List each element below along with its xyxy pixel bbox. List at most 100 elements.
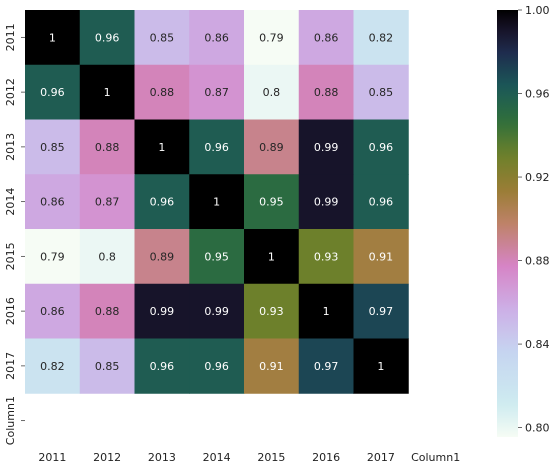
heatmap-cells	[25, 10, 409, 394]
x-tick-label: 2012	[93, 451, 121, 464]
heatmap-cell-2011-2014	[189, 10, 245, 66]
heatmap-cell-value: 0.86	[314, 31, 339, 44]
heatmap-cell-value: 0.82	[369, 31, 394, 44]
heatmap-cell-value: 0.86	[40, 305, 65, 318]
x-axis: 2011 2012 2013 2014 2015 2016 2017 Column1	[38, 451, 460, 464]
colorbar-tick-label: 1.00	[525, 4, 550, 17]
heatmap-cell-2017-2011	[25, 338, 81, 394]
heatmap-cell-2011-2012	[79, 10, 135, 66]
y-tick-label: 2016	[4, 297, 17, 325]
heatmap-cell-value: 0.85	[40, 141, 65, 154]
heatmap-cell-value: 0.88	[95, 305, 120, 318]
heatmap-cell-value: 1	[377, 360, 384, 373]
heatmap-cell-2016-2013	[134, 283, 190, 339]
heatmap-cell-2011-2011	[25, 10, 81, 66]
heatmap-cell-value: 0.99	[150, 305, 175, 318]
heatmap-cell-2013-2011	[25, 119, 81, 175]
colorbar-tick-label: 0.88	[525, 255, 550, 268]
heatmap-cell-value: 0.85	[150, 31, 175, 44]
heatmap-cell-value: 0.88	[95, 141, 120, 154]
heatmap-cell-value: 0.88	[314, 86, 339, 99]
heatmap-cell-value: 1	[213, 196, 220, 209]
heatmap-cell-value: 0.96	[150, 360, 175, 373]
heatmap-cell-value: 0.96	[40, 86, 65, 99]
x-tick-label: 2013	[148, 451, 176, 464]
y-tick-label: 2013	[4, 133, 17, 161]
heatmap-cell-2014-2011	[25, 174, 81, 230]
heatmap-cell-value: 1	[268, 250, 275, 263]
heatmap-cell-2013-2015	[244, 119, 300, 175]
heatmap-cell-2012-2017	[353, 64, 409, 120]
heatmap-cell-value: 0.87	[95, 196, 120, 209]
heatmap-cell-value: 0.87	[204, 86, 229, 99]
colorbar-tick-label: 0.96	[525, 88, 550, 101]
x-tick-label: 2015	[257, 451, 285, 464]
heatmap-cell-value: 0.99	[204, 305, 229, 318]
colorbar-gradient	[497, 10, 518, 437]
heatmap-cell-2017-2014	[189, 338, 245, 394]
heatmap-cell-2014-2017	[353, 174, 409, 230]
heatmap-cell-2014-2012	[79, 174, 135, 230]
colorbar-tick-label: 0.80	[525, 422, 550, 435]
y-tick-label: 2017	[4, 352, 17, 380]
heatmap-cell-2015-2017	[353, 229, 409, 285]
heatmap-cell-value: 0.79	[40, 250, 65, 263]
colorbar-tick-label: 0.92	[525, 171, 550, 184]
heatmap-cell-2016-2017	[353, 283, 409, 339]
heatmap-cell-value: 1	[104, 86, 111, 99]
heatmap-cell-value: 0.97	[314, 360, 339, 373]
heatmap-cell-2014-2016	[298, 174, 354, 230]
heatmap-cell-value: 0.97	[369, 305, 394, 318]
y-axis: 2011 2012 2013 2014 2015 2016 2017 Column1	[4, 23, 25, 445]
heatmap-cell-2017-2015	[244, 338, 300, 394]
y-tick-label: 2015	[4, 242, 17, 270]
heatmap-cell-2015-2011	[25, 229, 81, 285]
heatmap-cell-2013-2012	[79, 119, 135, 175]
heatmap-cell-2015-2013	[134, 229, 190, 285]
heatmap-cell-value: 0.95	[259, 196, 284, 209]
heatmap-cell-2016-2012	[79, 283, 135, 339]
x-tick-label: 2017	[367, 451, 395, 464]
x-tick-label: Column1	[411, 451, 460, 464]
heatmap-cell-2017-2013	[134, 338, 190, 394]
heatmap-cell-value: 0.82	[40, 360, 65, 373]
heatmap-cell-2012-2016	[298, 64, 354, 120]
heatmap-cell-2015-2014	[189, 229, 245, 285]
heatmap-cell-2012-2015	[244, 64, 300, 120]
heatmap-cell-value: 0.96	[369, 141, 394, 154]
heatmap-cell-value: 0.95	[204, 250, 229, 263]
heatmap-cell-value: 0.96	[204, 360, 229, 373]
y-tick-label: Column1	[4, 396, 17, 445]
heatmap-cell-value: 0.89	[150, 250, 175, 263]
heatmap-cell-value: 0.86	[204, 31, 229, 44]
heatmap-cell-value: 0.91	[369, 250, 394, 263]
heatmap-cell-value: 0.89	[259, 141, 284, 154]
heatmap-cell-2016-2015	[244, 283, 300, 339]
heatmap-cell-value: 0.96	[369, 196, 394, 209]
heatmap-cell-2013-2016	[298, 119, 354, 175]
heatmap-cell-value: 0.85	[369, 86, 394, 99]
heatmap-cell-value: 0.8	[98, 250, 116, 263]
heatmap-cell-value: 0.93	[259, 305, 284, 318]
x-tick-label: 2011	[38, 451, 66, 464]
heatmap-cell-2013-2013	[134, 119, 190, 175]
heatmap-cell-2014-2013	[134, 174, 190, 230]
heatmap-cell-value: 0.96	[204, 141, 229, 154]
heatmap-cell-2012-2011	[25, 64, 81, 120]
heatmap-cell-2015-2015	[244, 229, 300, 285]
heatmap-cell-2016-2016	[298, 283, 354, 339]
x-tick-label: 2014	[203, 451, 231, 464]
heatmap-cell-2012-2013	[134, 64, 190, 120]
heatmap-cell-2017-2012	[79, 338, 135, 394]
heatmap-cell-2011-2013	[134, 10, 190, 66]
heatmap-cell-value: 0.86	[40, 196, 65, 209]
heatmap-cell-2015-2016	[298, 229, 354, 285]
y-tick-label: 2014	[4, 188, 17, 216]
heatmap-cell-value: 0.8	[263, 86, 281, 99]
heatmap-cell-2016-2014	[189, 283, 245, 339]
colorbar: 1.00 0.96 0.92 0.88 0.84 0.80	[497, 4, 550, 437]
heatmap-cell-value: 1	[49, 31, 56, 44]
heatmap-cell-2011-2017	[353, 10, 409, 66]
heatmap-cell-2012-2014	[189, 64, 245, 120]
